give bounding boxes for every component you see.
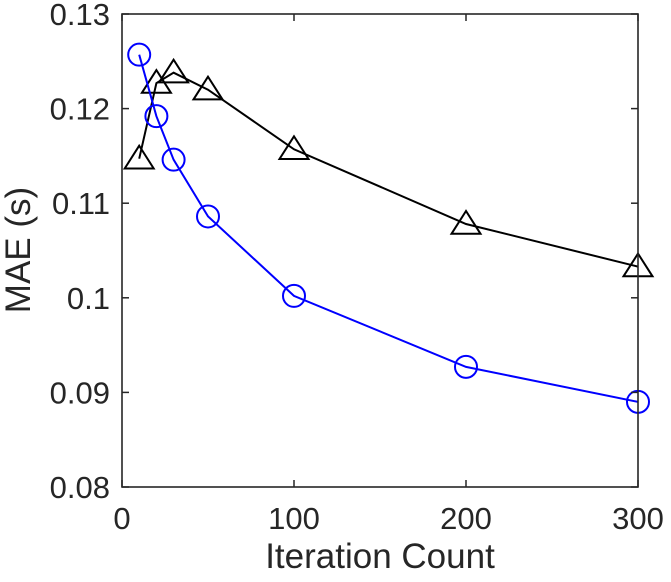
- plot-area: [122, 14, 638, 487]
- data-point: [196, 204, 220, 229]
- data-point: [144, 104, 169, 129]
- y-tick-label: 0.11: [52, 186, 110, 221]
- y-axis-title: MAE (s): [0, 187, 38, 313]
- series-2-line: [138, 54, 639, 403]
- axes-frame: [121, 13, 639, 488]
- data-point: [157, 57, 190, 84]
- data-point: [127, 42, 152, 67]
- y-tick-label: 0.13: [50, 0, 110, 32]
- data-point: [282, 283, 306, 308]
- series-1-line: [138, 71, 639, 268]
- data-point: [191, 74, 225, 101]
- data-point: [122, 143, 156, 170]
- y-tick-label: 0.09: [50, 375, 110, 410]
- series-1: [122, 57, 655, 278]
- series-group: [122, 42, 655, 414]
- x-axis-title: Iteration Count: [265, 537, 495, 576]
- x-tick-label: 0: [113, 501, 130, 536]
- x-tick-label: 100: [268, 501, 320, 536]
- x-tick-label: 200: [440, 501, 492, 536]
- x-tick-label: 300: [612, 501, 664, 536]
- series-2: [127, 42, 650, 414]
- data-point: [161, 147, 186, 172]
- y-tick-label: 0.12: [50, 92, 110, 127]
- y-tick-label: 0.08: [50, 470, 110, 505]
- data-point: [454, 354, 478, 379]
- data-point: [277, 134, 311, 160]
- plot-background: [122, 14, 638, 487]
- data-point: [449, 209, 483, 235]
- axes-group: 0 100 200 300 0.08 0.09 0.1 0.11 0.12 0.13: [50, 0, 664, 536]
- y-tick-label: 0.1: [67, 281, 110, 316]
